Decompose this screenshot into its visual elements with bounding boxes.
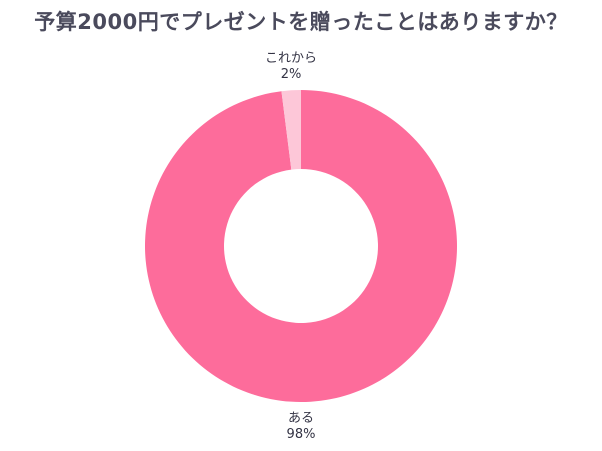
slice-label-1: ある (288, 411, 314, 426)
slice-value-1: 98% (287, 427, 316, 442)
pie-slice-1 (145, 90, 458, 402)
slice-value-2: 2% (281, 67, 302, 82)
slice-label-2: これから (265, 51, 317, 66)
chart-title: 予算2000円でプレゼントを贈ったことはありますか？ (34, 10, 568, 34)
pie-slice-2 (281, 90, 301, 170)
